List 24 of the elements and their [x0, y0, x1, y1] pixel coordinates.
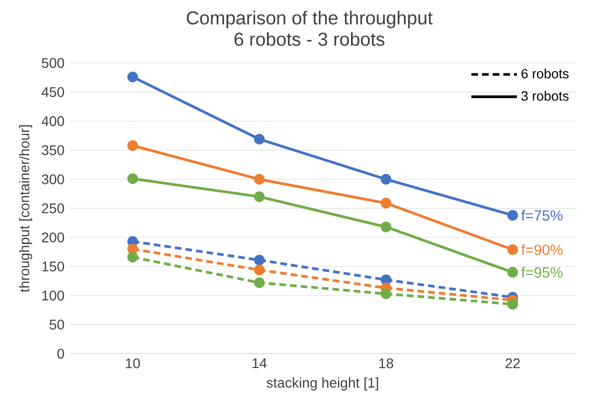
- annotation: 3 robots: [521, 90, 569, 101]
- y-tick-label: 250: [42, 203, 64, 214]
- y-tick-label: 150: [42, 262, 64, 272]
- y-axis-title: throughput [container/hour]: [19, 125, 32, 292]
- x-tick-label: 14: [252, 358, 267, 368]
- chart-subtitle: 6 robots - 3 robots: [234, 32, 384, 46]
- y-tick-label: 450: [42, 87, 64, 98]
- x-tick-label: 18: [379, 358, 394, 368]
- y-tick-label: 300: [42, 174, 64, 184]
- y-tick-label: 400: [42, 116, 64, 126]
- series-label: f=90%: [521, 244, 563, 255]
- chart-title: Comparison of the throughput: [186, 10, 433, 28]
- x-tick-label: 10: [126, 358, 140, 368]
- y-tick-label: 50: [50, 320, 64, 330]
- annotation: 6 robots: [522, 68, 569, 78]
- y-tick-label: 350: [42, 145, 64, 156]
- x-tick-label: 22: [506, 358, 520, 368]
- series-label: f=75%: [521, 210, 563, 221]
- y-tick-label: 100: [42, 290, 64, 300]
- x-axis-title: stacking height [1]: [266, 377, 378, 390]
- y-tick-label: 0: [57, 348, 64, 359]
- series-label: f=95%: [521, 266, 563, 278]
- y-tick-label: 500: [42, 58, 64, 68]
- y-tick-label: 200: [42, 232, 64, 242]
